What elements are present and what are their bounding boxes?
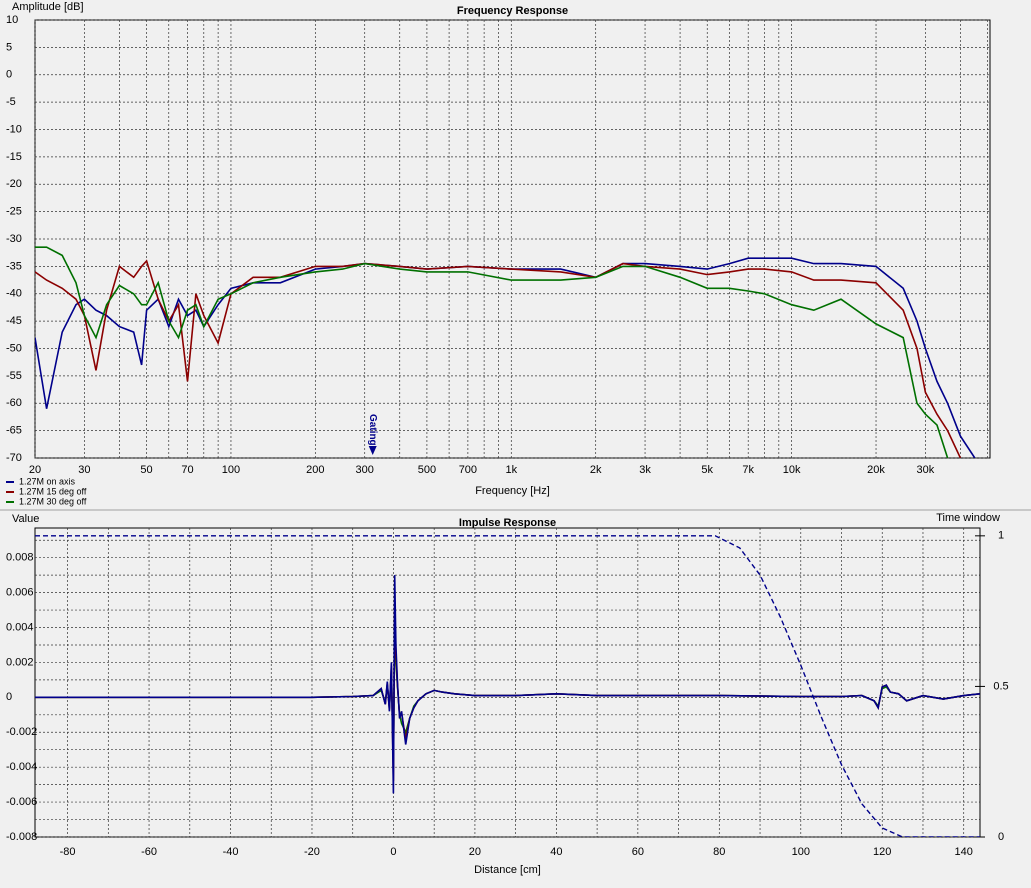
y-tick-label: 0.004 (6, 621, 34, 633)
x-tick-label: -20 (304, 846, 320, 858)
x-tick-label: 70 (181, 464, 193, 476)
window-line (35, 535, 980, 837)
y2-tick-label: 0.5 (993, 680, 1008, 692)
y2-tick-label: 1 (998, 530, 1004, 542)
x-tick-label: 40 (550, 846, 562, 858)
x-tick-label: 30 (78, 464, 90, 476)
x-tick-label: 500 (418, 464, 436, 476)
x-tick-label: 30k (917, 464, 935, 476)
x-tick-label: 50 (140, 464, 152, 476)
legend-label: 1.27M 15 deg off (19, 486, 87, 496)
y-axis-title: Value (12, 513, 39, 525)
x-tick-label: 3k (639, 464, 651, 476)
y-tick-label: -50 (6, 342, 22, 354)
y-tick-label: -60 (6, 397, 22, 409)
y-tick-label: -5 (6, 96, 16, 108)
y-tick-label: -20 (6, 178, 22, 190)
y-tick-label: 0.008 (6, 552, 34, 564)
x-tick-label: 200 (306, 464, 324, 476)
y-tick-label: -55 (6, 370, 22, 382)
y-tick-label: -35 (6, 260, 22, 272)
x-tick-label: 10k (783, 464, 801, 476)
x-tick-label: 700 (459, 464, 477, 476)
y-tick-label: -0.008 (6, 831, 37, 843)
plot-area (34, 527, 981, 838)
annotation: Gating (367, 414, 378, 446)
y-tick-label: 0.002 (6, 656, 34, 668)
y-tick-label: -15 (6, 151, 22, 163)
x-tick-label: -40 (223, 846, 239, 858)
x-axis-title: Distance [cm] (474, 864, 541, 876)
legend-label: 1.27M on axis (19, 476, 76, 486)
y-tick-label: -0.006 (6, 796, 37, 808)
y-tick-label: -70 (6, 452, 22, 464)
x-tick-label: 20 (469, 846, 481, 858)
y-axis-title: Amplitude [dB] (12, 1, 84, 13)
y-tick-label: 0 (6, 691, 12, 703)
series-line (35, 575, 980, 794)
x-tick-label: 20 (29, 464, 41, 476)
y-tick-label: 10 (6, 14, 18, 26)
y-tick-label: -25 (6, 206, 22, 218)
x-tick-label: -80 (60, 846, 76, 858)
y-tick-label: -45 (6, 315, 22, 327)
chart-title: Impulse Response (459, 517, 556, 529)
y-tick-label: -0.004 (6, 761, 37, 773)
series-line (35, 246, 949, 458)
y-tick-label: -10 (6, 123, 22, 135)
x-tick-label: 100 (792, 846, 810, 858)
y2-axis-title: Time window (936, 512, 1000, 524)
y-tick-label: -65 (6, 425, 22, 437)
y2-tick-label: 0 (998, 831, 1004, 843)
y-tick-label: -0.002 (6, 726, 37, 738)
x-tick-label: 1k (505, 464, 517, 476)
y-tick-label: 0.006 (6, 586, 34, 598)
x-tick-label: 80 (713, 846, 725, 858)
x-tick-label: -60 (141, 846, 157, 858)
x-tick-label: 0 (390, 846, 396, 858)
y-tick-label: -30 (6, 233, 22, 245)
x-tick-label: 140 (955, 846, 973, 858)
chart-title: Frequency Response (457, 5, 568, 17)
x-tick-label: 5k (701, 464, 713, 476)
x-tick-label: 20k (867, 464, 885, 476)
x-axis-title: Frequency [Hz] (475, 485, 550, 497)
x-tick-label: 2k (590, 464, 602, 476)
x-tick-label: 300 (356, 464, 374, 476)
gating-marker (368, 446, 377, 455)
x-tick-label: 7k (742, 464, 754, 476)
y-tick-label: 5 (6, 41, 12, 53)
y-tick-label: -40 (6, 288, 22, 300)
x-tick-label: 120 (873, 846, 891, 858)
legend-label: 1.27M 30 deg off (19, 496, 87, 506)
x-tick-label: 60 (632, 846, 644, 858)
x-tick-label: 100 (222, 464, 240, 476)
y-tick-label: 0 (6, 69, 12, 81)
